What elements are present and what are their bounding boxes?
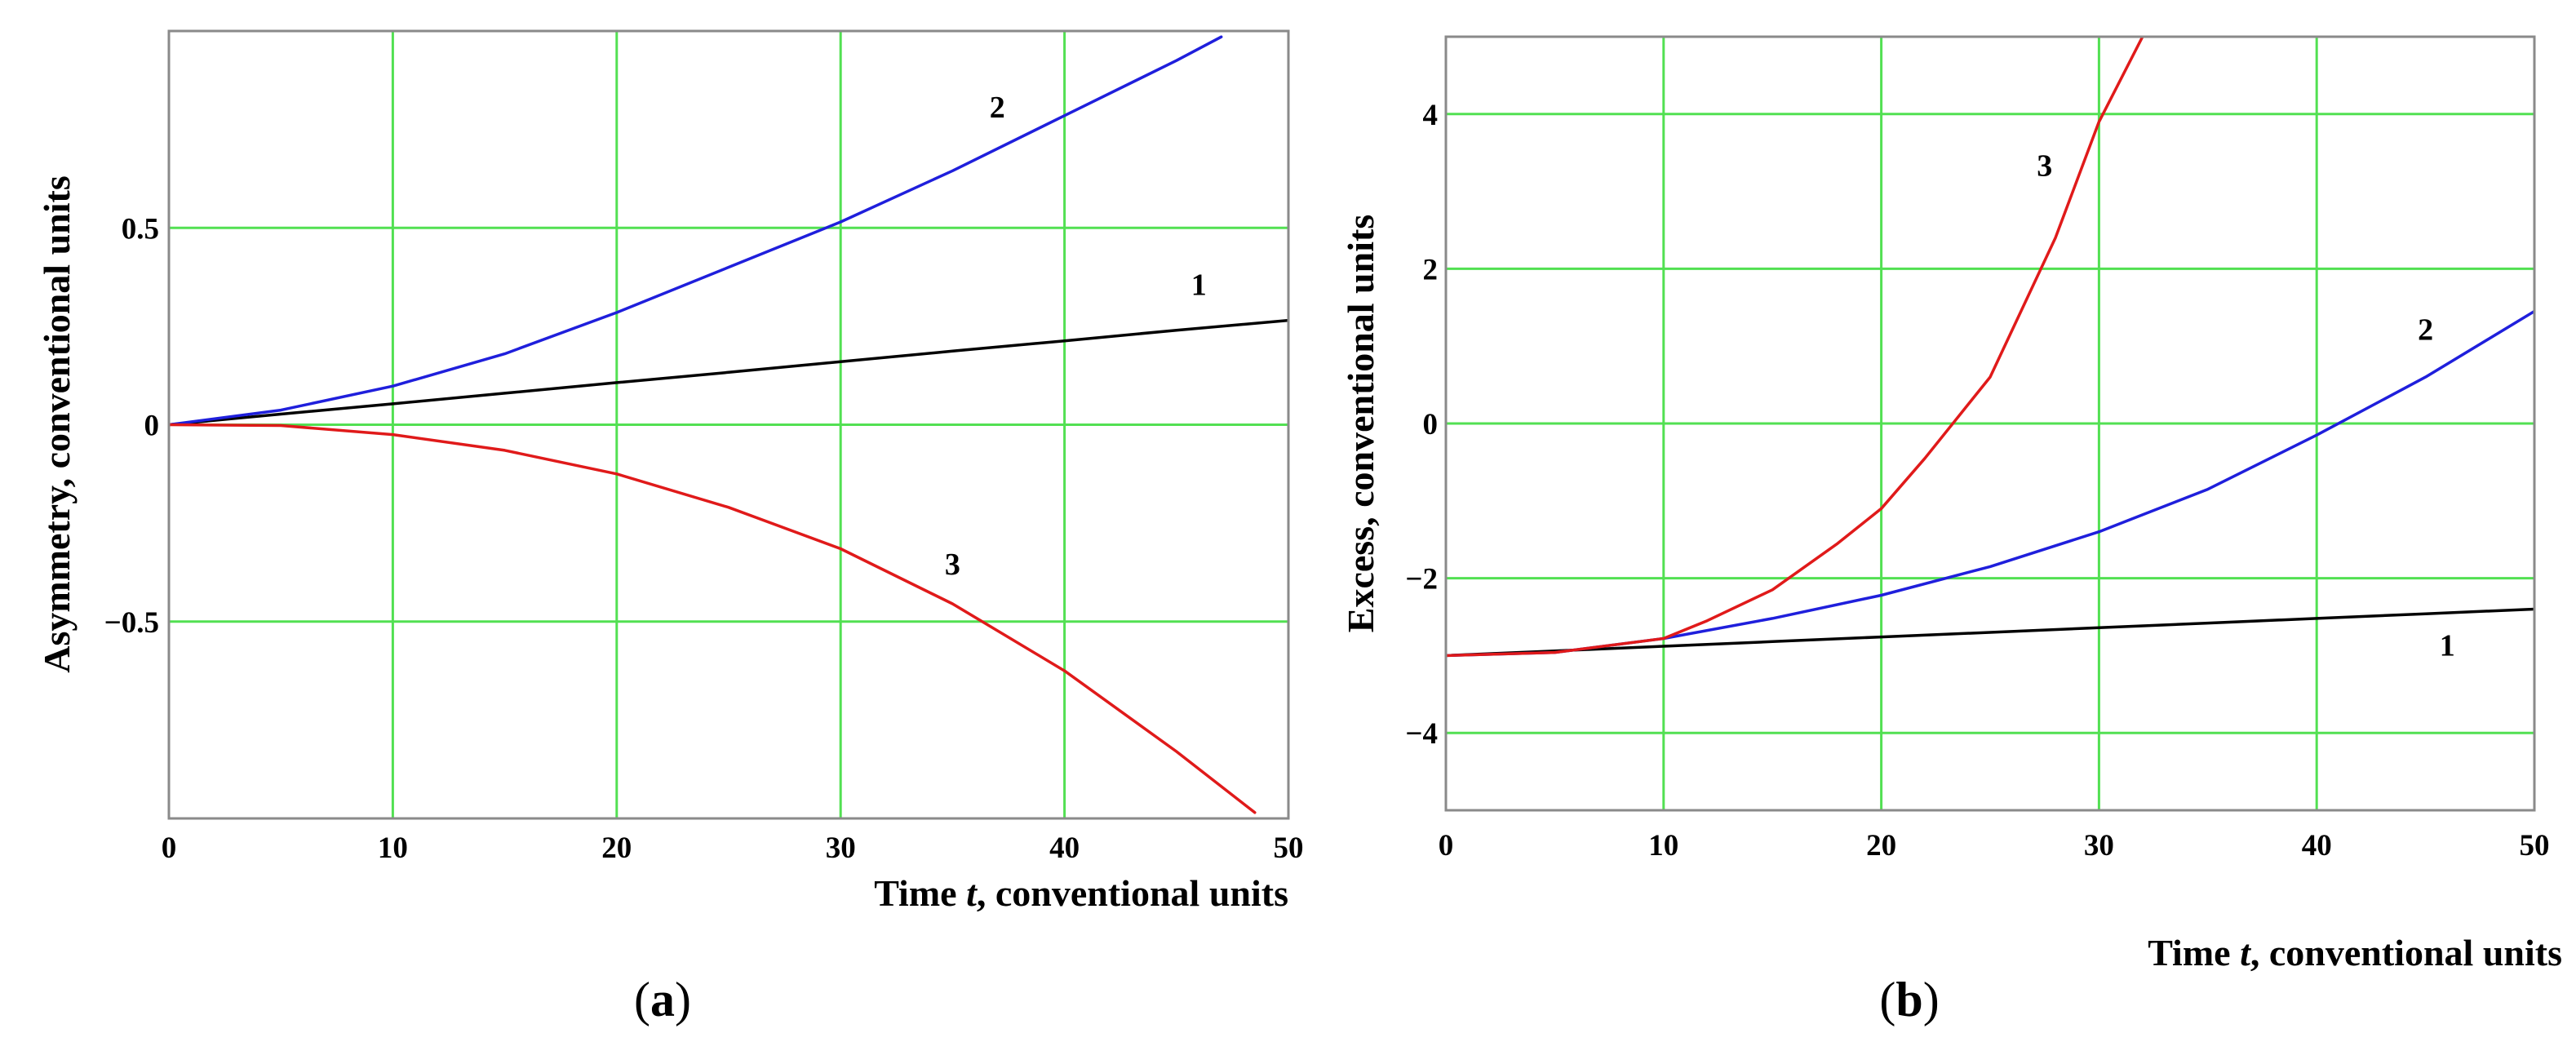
chart-b-gridlines xyxy=(1446,37,2534,810)
chart-b-y-tick-label: 2 xyxy=(1423,253,1439,286)
chart-b-series-3-line xyxy=(1446,37,2144,658)
chart-b-curve-label-1: 1 xyxy=(2440,628,2455,663)
chart-b-y-axis-label: Excess, conventional units xyxy=(1340,215,1381,632)
chart-a-annotations: 1 2 3 xyxy=(945,91,1207,582)
chart-b-x-tick-label: 20 xyxy=(1866,829,1896,862)
chart-a-y-tick-label: 0.5 xyxy=(122,212,159,246)
chart-b-x-axis-label: Time t, conventional units xyxy=(2148,932,2562,973)
chart-a-x-tick-label: 20 xyxy=(601,831,632,865)
chart-a-x-ticks: 0 10 20 30 40 50 xyxy=(162,831,1304,865)
chart-a-series-1-line xyxy=(169,318,1288,427)
chart-a-series-3-line xyxy=(169,423,1257,814)
chart-b-annotations: 1 2 3 xyxy=(2037,149,2455,663)
chart-a-panel-label: (a) xyxy=(634,973,691,1026)
chart-a-x-tick-label: 10 xyxy=(378,831,408,865)
chart-b-series-1-line xyxy=(1446,607,2534,658)
chart-a-curve-label-3: 3 xyxy=(945,548,960,582)
chart-b-plot-frame xyxy=(1444,35,2536,812)
chart-a-curve-label-2: 2 xyxy=(990,91,1005,125)
chart-a-plot-frame xyxy=(167,29,1290,820)
chart-b-panel-label: (b) xyxy=(1879,973,1939,1026)
chart-b-y-tick-label: −2 xyxy=(1405,563,1438,596)
chart-a-y-ticks: −0.5 0 0.5 xyxy=(104,212,159,640)
chart-b-series xyxy=(1446,37,2534,658)
chart-b-y-tick-label: 4 xyxy=(1423,99,1439,132)
chart-a-x-axis-label: Time t, conventional units xyxy=(874,872,1288,914)
chart-a-curve-label-1: 1 xyxy=(1191,268,1207,302)
chart-b-curve-label-2: 2 xyxy=(2418,313,2433,348)
chart-a-x-tick-label: 30 xyxy=(826,831,856,865)
chart-b-curve-label-3: 3 xyxy=(2037,149,2052,184)
chart-b-x-tick-label: 10 xyxy=(1648,829,1678,862)
chart-a-x-tick-label: 50 xyxy=(1274,831,1304,865)
chart-b-y-ticks: −4 −2 0 2 4 xyxy=(1405,99,1438,751)
chart-a-gridlines xyxy=(169,31,1288,818)
chart-b-x-tick-label: 30 xyxy=(2084,829,2114,862)
chart-a-asymmetry: 0 10 20 30 40 50 −0.5 0 0.5 1 2 3 Asymmetry, conv… xyxy=(36,29,1304,1026)
chart-a-y-tick-label: 0 xyxy=(144,410,160,443)
chart-a-y-tick-label: −0.5 xyxy=(104,606,159,640)
chart-b-x-ticks: 0 10 20 30 40 50 xyxy=(1439,829,2550,862)
chart-b-y-tick-label: 0 xyxy=(1423,408,1439,441)
chart-a-y-axis-label: Asymmetry, conventional units xyxy=(36,175,78,673)
chart-b-x-tick-label: 40 xyxy=(2302,829,2332,862)
chart-b-excess: 0 10 20 30 40 50 −4 −2 0 2 4 1 2 3 Excess, conventi… xyxy=(1340,35,2562,1026)
chart-b-x-tick-label: 0 xyxy=(1439,829,1454,862)
chart-b-series-2-line xyxy=(1446,309,2534,658)
chart-b-y-tick-label: −4 xyxy=(1405,717,1438,751)
chart-a-x-tick-label: 0 xyxy=(162,831,177,865)
chart-a-series-2-line xyxy=(169,35,1223,427)
chart-a-x-tick-label: 40 xyxy=(1049,831,1080,865)
chart-b-x-tick-label: 50 xyxy=(2520,829,2550,862)
chart-a-series xyxy=(169,35,1288,814)
